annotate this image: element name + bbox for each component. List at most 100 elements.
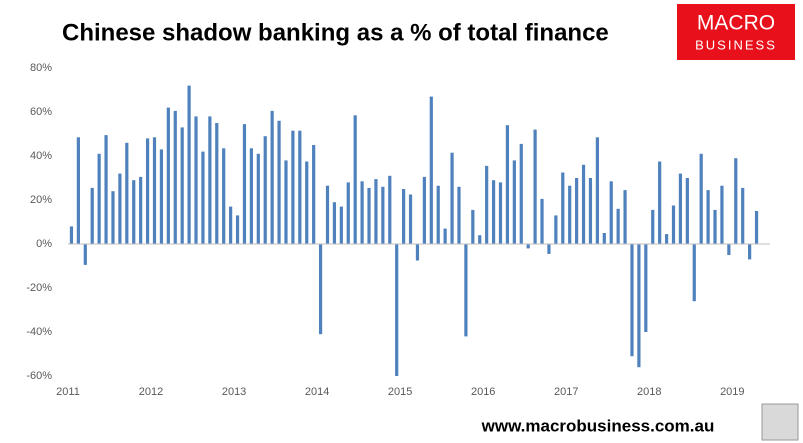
bar <box>644 244 648 332</box>
x-tick-label: 2016 <box>471 386 495 398</box>
bar <box>575 178 579 244</box>
bar <box>118 173 122 244</box>
bar <box>443 228 447 244</box>
bar <box>339 206 343 244</box>
bar <box>457 186 461 244</box>
bar <box>741 187 745 244</box>
bar <box>229 206 233 244</box>
bar <box>699 153 703 244</box>
bar <box>97 153 101 244</box>
bar <box>242 124 247 244</box>
bar <box>664 234 669 244</box>
y-tick-label: 40% <box>30 150 52 162</box>
bar <box>408 194 413 244</box>
bar <box>249 148 253 244</box>
x-tick-label: 2017 <box>554 386 578 398</box>
y-tick-label: -40% <box>26 326 52 338</box>
bar <box>491 180 496 244</box>
bar <box>318 244 323 335</box>
bar <box>381 186 385 244</box>
bar <box>277 120 281 244</box>
bar <box>312 145 316 244</box>
y-tick-label: -60% <box>26 370 52 382</box>
bar <box>429 96 433 244</box>
bar <box>540 198 544 244</box>
bar <box>678 173 683 244</box>
bar <box>76 137 80 244</box>
bar <box>651 209 655 244</box>
bar <box>208 116 212 244</box>
bar <box>201 151 205 244</box>
bar <box>533 129 537 244</box>
bar <box>166 107 170 244</box>
bar <box>498 182 503 244</box>
bar <box>270 110 274 245</box>
footer-url: www.macrobusiness.com.au <box>481 416 715 435</box>
bar <box>145 138 150 244</box>
bar <box>360 181 364 244</box>
bar <box>353 115 357 244</box>
bar <box>222 148 226 244</box>
bar <box>187 85 191 244</box>
bar <box>235 215 240 244</box>
bar <box>388 175 392 244</box>
bar <box>132 180 136 244</box>
bar <box>194 116 198 244</box>
bar <box>152 137 157 244</box>
bar <box>263 136 267 244</box>
bar <box>526 244 530 249</box>
bar <box>83 244 87 265</box>
bar <box>581 164 586 244</box>
bar <box>512 160 516 244</box>
y-tick-label: 60% <box>30 106 52 118</box>
x-tick-label: 2012 <box>139 386 163 398</box>
bar <box>685 178 689 244</box>
bar <box>90 187 94 244</box>
bar <box>464 244 468 337</box>
bar <box>561 172 565 244</box>
bar <box>505 125 510 244</box>
x-tick-label: 2013 <box>222 386 246 398</box>
bar <box>637 244 641 368</box>
bar <box>727 244 731 255</box>
bar <box>485 165 489 244</box>
bar <box>436 185 440 244</box>
x-tick-label: 2011 <box>56 386 80 398</box>
bar <box>706 190 710 244</box>
bar <box>159 149 164 244</box>
bar <box>422 176 426 244</box>
bar <box>104 135 108 244</box>
bar <box>215 123 219 244</box>
bar <box>374 179 378 244</box>
y-tick-label: 80% <box>30 62 52 74</box>
bar <box>554 215 558 244</box>
bar <box>630 244 634 357</box>
bar <box>450 152 454 244</box>
bar <box>692 244 696 302</box>
bar <box>367 187 371 244</box>
logo-text: MACRO <box>697 12 775 35</box>
y-tick-label: 0% <box>36 238 52 250</box>
bar <box>402 189 406 244</box>
x-tick-label: 2014 <box>305 386 329 398</box>
bar <box>519 143 523 244</box>
bar <box>69 226 74 244</box>
y-tick-label: 20% <box>30 194 52 206</box>
bar <box>284 160 288 244</box>
bar <box>720 185 724 244</box>
logo-text: BUSINESS <box>695 37 777 52</box>
bar <box>256 153 260 244</box>
chart-title: Chinese shadow banking as a % of total f… <box>62 19 609 46</box>
bar <box>291 130 295 244</box>
logo-box <box>677 4 795 60</box>
bar <box>180 127 184 244</box>
bar <box>332 202 337 244</box>
bar <box>734 158 738 244</box>
bar <box>325 185 330 244</box>
bar <box>173 110 177 245</box>
bar <box>754 211 759 244</box>
bar <box>139 176 143 244</box>
x-tick-label: 2015 <box>388 386 412 398</box>
x-tick-label: 2018 <box>637 386 661 398</box>
